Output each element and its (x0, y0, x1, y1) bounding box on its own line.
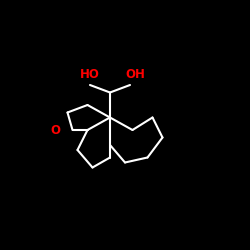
Text: O: O (50, 124, 60, 136)
Text: HO: HO (80, 68, 100, 82)
Text: OH: OH (125, 68, 145, 82)
